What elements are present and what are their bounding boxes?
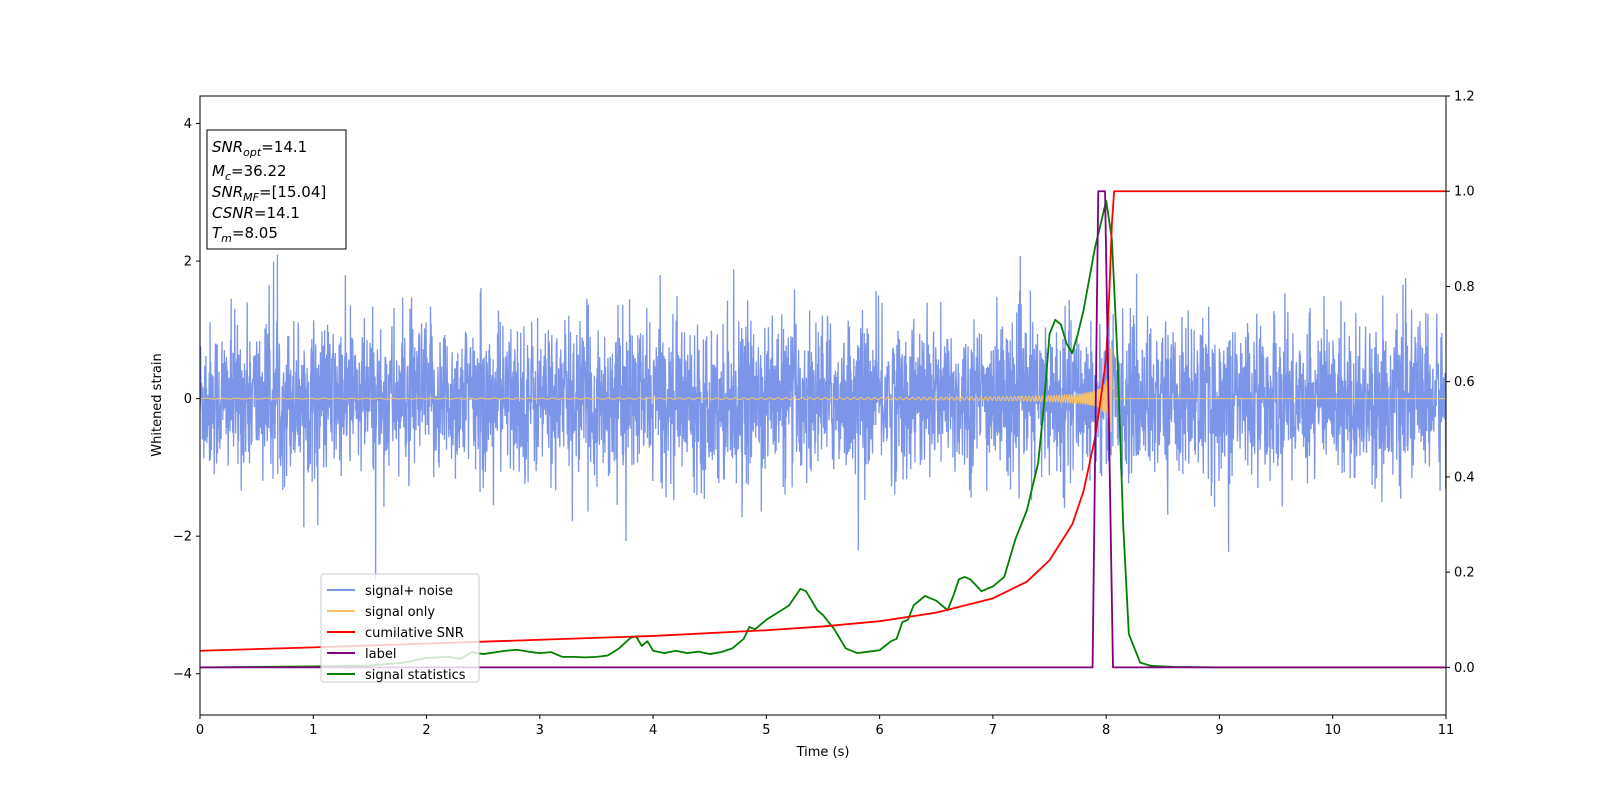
x-tick-label: 11	[1438, 723, 1455, 738]
y-left-tick-label: 4	[184, 117, 192, 132]
y-axis-right: 0.0 0.2 0.4 0.6 0.8 1.0 1.2	[1446, 90, 1475, 676]
legend-label: cumilative SNR	[365, 626, 464, 641]
annotation-line: SNRopt=14.1	[212, 138, 307, 159]
y-axis-left: −4 −2 0 2 4	[173, 117, 200, 682]
y-axis-label: Whitened strain	[150, 353, 165, 456]
y-right-tick-label: 1.2	[1454, 90, 1475, 105]
x-tick-label: 6	[875, 723, 883, 738]
y-left-tick-label: −4	[173, 667, 192, 682]
y-left-tick-label: 2	[184, 255, 192, 270]
annotation-line: SNRMF=[15.04]	[212, 183, 326, 204]
legend-label: signal only	[365, 605, 435, 620]
legend: signal+ noise signal only cumilative SNR la…	[320, 573, 480, 683]
series-signal-only	[200, 347, 1446, 433]
x-tick-label: 10	[1324, 723, 1341, 738]
series-lines	[200, 190, 1446, 669]
y-left-tick-label: 0	[184, 392, 192, 407]
x-tick-label: 2	[422, 723, 430, 738]
x-axis: 0 1 2 3 4 5 6 7 8 9 10 11	[196, 715, 1454, 738]
noise-trace	[200, 254, 1446, 579]
series-cumulative-snr	[200, 190, 1446, 652]
legend-label: signal statistics	[365, 668, 466, 683]
y-right-tick-label: 0.2	[1454, 566, 1475, 581]
y-right-tick-label: 0.8	[1454, 280, 1475, 295]
x-tick-label: 4	[649, 723, 657, 738]
series-signal-noise	[200, 254, 1446, 579]
annotation-box: SNRopt=14.1 Mc=36.22SNRMF=[15.04]CSNR=14.…	[206, 129, 347, 250]
y-left-tick-label: −2	[173, 530, 192, 545]
annotation-line: Mc=36.22	[212, 162, 287, 183]
x-tick-label: 9	[1215, 723, 1223, 738]
annotation-line: CSNR=14.1	[212, 204, 300, 222]
x-tick-label: 8	[1102, 723, 1110, 738]
y-right-tick-label: 0.4	[1454, 470, 1475, 485]
x-axis-label: Time (s)	[796, 745, 850, 760]
x-tick-label: 0	[196, 723, 204, 738]
series-label	[200, 190, 1446, 669]
y-right-tick-label: 0.6	[1454, 375, 1475, 390]
legend-label: label	[365, 647, 396, 662]
series-signal-statistics	[200, 199, 1446, 669]
x-tick-label: 7	[989, 723, 997, 738]
x-tick-label: 1	[309, 723, 317, 738]
x-tick-label: 3	[536, 723, 544, 738]
legend-label: signal+ noise	[365, 584, 453, 599]
annotation-line: Tm=8.05	[212, 224, 278, 245]
y-right-tick-label: 1.0	[1454, 185, 1475, 200]
y-right-tick-label: 0.0	[1454, 661, 1475, 676]
plot-frame	[199, 95, 1447, 716]
x-tick-label: 5	[762, 723, 770, 738]
